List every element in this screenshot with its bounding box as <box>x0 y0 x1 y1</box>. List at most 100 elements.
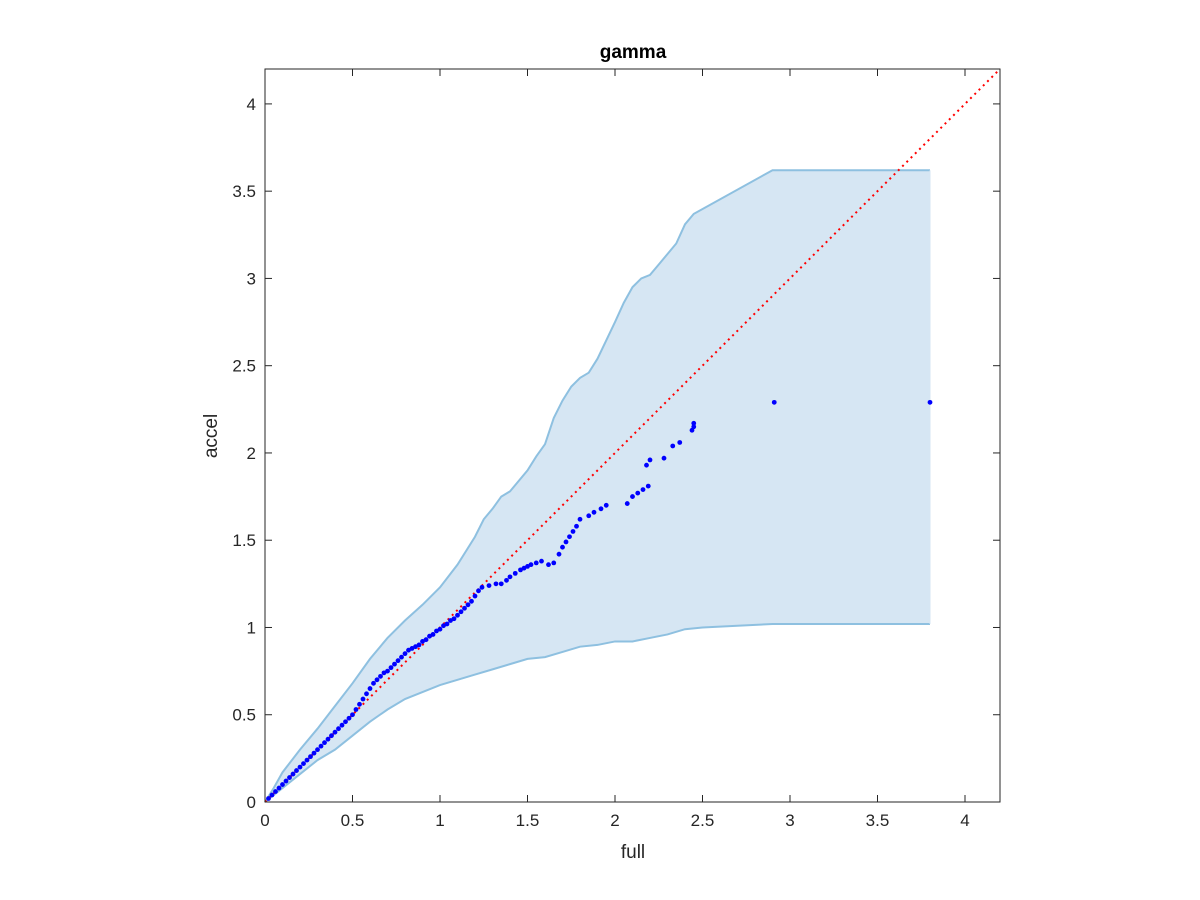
data-points <box>266 399 933 801</box>
data-point <box>311 750 317 756</box>
data-point <box>533 560 539 566</box>
data-point <box>624 501 630 506</box>
data-point <box>353 707 359 712</box>
x-tick-label: 3.5 <box>866 811 890 830</box>
data-point <box>451 616 457 622</box>
data-point <box>644 462 649 468</box>
data-point <box>479 584 485 590</box>
data-point <box>315 747 320 753</box>
data-point <box>645 483 651 489</box>
data-point <box>677 440 683 445</box>
data-point <box>388 665 394 671</box>
y-tick-label: 2.5 <box>232 357 256 376</box>
data-point <box>469 598 474 604</box>
data-point <box>670 443 676 449</box>
data-point <box>343 719 348 725</box>
data-point <box>444 621 450 627</box>
data-point <box>423 637 429 643</box>
data-point <box>476 588 481 594</box>
data-point <box>691 420 697 426</box>
data-point <box>539 558 544 564</box>
x-tick-label: 0 <box>260 811 269 830</box>
x-tick-label: 2.5 <box>691 811 715 830</box>
data-point <box>360 696 366 702</box>
x-tick-label: 0.5 <box>341 811 365 830</box>
data-point <box>493 581 499 587</box>
data-point <box>528 562 534 568</box>
x-tick-label: 3 <box>785 811 794 830</box>
data-point <box>462 605 467 611</box>
data-point <box>563 539 569 545</box>
chart-title: gamma <box>600 42 667 63</box>
y-tick-label: 0 <box>247 793 256 812</box>
y-tick-label: 0.5 <box>232 706 256 725</box>
x-tick-label: 2 <box>610 811 619 830</box>
x-axis-ticks: 0 0.5 1 1.5 2 2.5 3 3.5 4 <box>260 69 970 830</box>
plot-area <box>264 68 1001 803</box>
data-point <box>301 761 306 767</box>
data-point <box>280 782 285 787</box>
data-point <box>339 722 345 728</box>
data-point <box>322 740 327 746</box>
data-point <box>927 399 933 405</box>
data-point <box>269 792 275 798</box>
data-point <box>512 570 518 576</box>
data-point <box>647 457 653 463</box>
data-point <box>603 502 609 508</box>
data-point <box>598 506 604 512</box>
y-tick-label: 3.5 <box>232 182 256 201</box>
confidence-band <box>265 170 930 802</box>
data-point <box>273 789 278 794</box>
y-tick-label: 2 <box>247 444 256 463</box>
data-point <box>465 602 471 608</box>
x-tick-label: 1 <box>435 811 444 830</box>
data-point <box>458 609 464 615</box>
data-point <box>574 523 579 529</box>
data-point <box>329 733 334 739</box>
data-point <box>346 715 352 721</box>
reference-diagonal-line <box>264 68 1001 803</box>
data-point <box>325 736 331 742</box>
data-point <box>350 712 355 718</box>
data-point <box>472 593 478 599</box>
data-point <box>498 581 504 587</box>
data-point <box>332 729 338 735</box>
data-point <box>385 668 390 674</box>
data-point <box>455 612 460 618</box>
x-axis-label: full <box>621 842 645 863</box>
data-point <box>416 642 422 648</box>
data-point <box>318 743 324 749</box>
x-tick-label: 4 <box>960 811 969 830</box>
data-point <box>367 686 373 691</box>
band-lower-edge <box>264 622 930 803</box>
band-upper-edge <box>264 169 930 803</box>
data-point <box>691 424 697 430</box>
data-point <box>586 513 592 519</box>
data-point <box>507 574 513 580</box>
data-point <box>661 455 667 461</box>
data-point <box>567 534 572 540</box>
data-point <box>283 778 289 784</box>
data-point <box>402 651 408 657</box>
data-point <box>336 726 341 732</box>
data-point <box>635 490 641 496</box>
data-point <box>399 654 404 660</box>
data-point <box>364 691 369 697</box>
data-point <box>297 764 303 770</box>
x-tick-label: 1.5 <box>516 811 540 830</box>
data-point <box>551 560 557 566</box>
data-point <box>294 768 299 773</box>
data-point <box>504 577 509 583</box>
data-point <box>374 677 380 683</box>
data-point <box>378 673 383 679</box>
y-axis-ticks: 0 0.5 1 1.5 2 2.5 3 3.5 4 <box>232 95 1000 812</box>
data-point <box>570 529 576 534</box>
data-point <box>486 583 492 588</box>
data-point <box>304 757 310 763</box>
data-point <box>290 771 296 777</box>
data-point <box>546 562 551 568</box>
data-point <box>556 551 562 557</box>
y-tick-label: 1 <box>247 618 256 637</box>
data-point <box>371 680 376 686</box>
